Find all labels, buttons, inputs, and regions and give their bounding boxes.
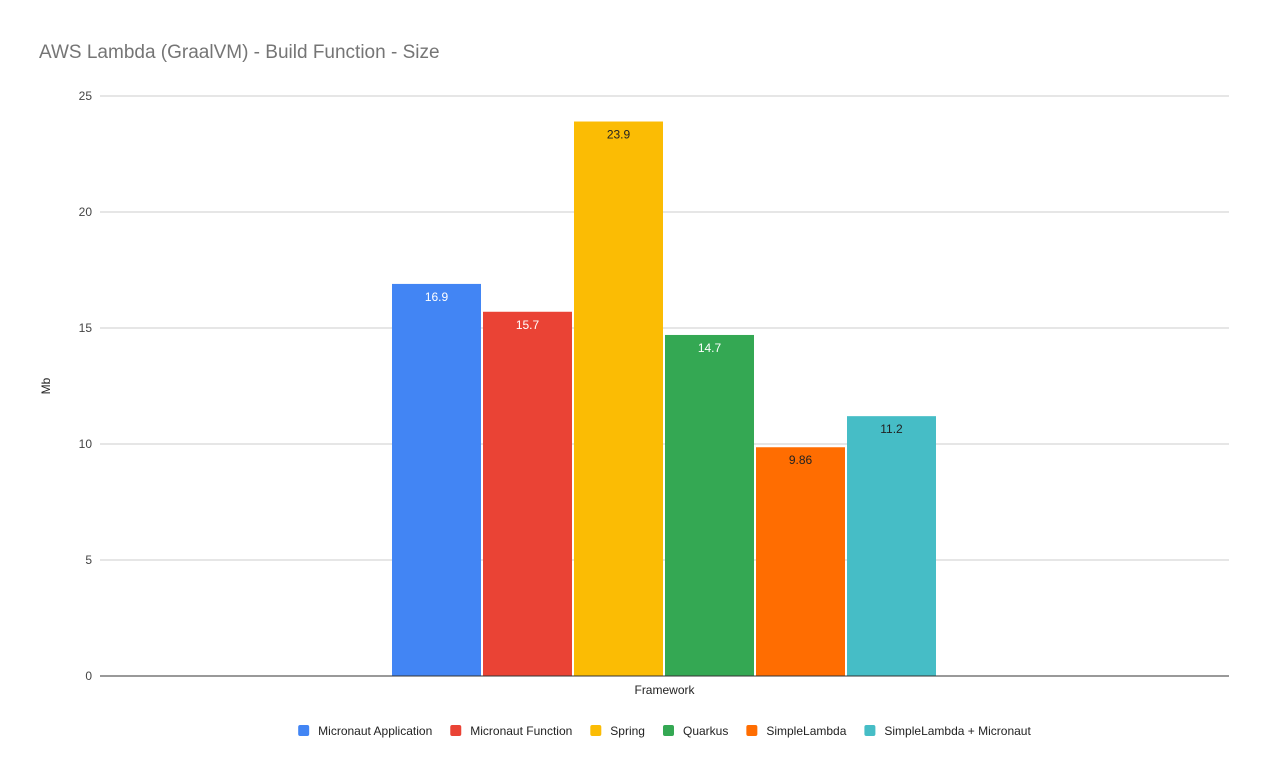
data-label: 9.86	[789, 453, 813, 467]
data-label: 15.7	[516, 318, 540, 332]
bar-simplelambda-micronaut[interactable]	[847, 416, 936, 676]
legend-item[interactable]: Micronaut Function	[450, 724, 572, 738]
data-label: 23.9	[607, 128, 631, 142]
y-tick-label: 10	[79, 437, 93, 451]
legend-label: Micronaut Function	[470, 724, 572, 738]
x-axis-title: Framework	[634, 683, 695, 697]
legend-label: Quarkus	[683, 724, 728, 738]
y-axis-title: Mb	[39, 377, 53, 394]
y-axis-ticks: 0 5 10 15 20 25	[79, 89, 93, 683]
y-tick-label: 0	[85, 669, 92, 683]
bar-quarkus[interactable]	[665, 334, 754, 676]
bar-micronaut-application[interactable]	[392, 283, 481, 676]
legend-item[interactable]: Spring	[590, 724, 645, 738]
y-tick-label: 20	[79, 205, 93, 219]
legend-swatch	[746, 725, 758, 736]
legend-label: Micronaut Application	[318, 724, 432, 738]
data-label: 16.9	[425, 290, 449, 304]
legend-swatch	[298, 725, 310, 736]
bar-spring[interactable]	[574, 121, 663, 676]
grid-lines	[100, 95, 1229, 561]
data-label: 11.2	[880, 422, 903, 436]
legend-label: SimpleLambda + Micronaut	[884, 724, 1031, 738]
bar-micronaut-function[interactable]	[483, 311, 572, 676]
bar-simplelambda[interactable]	[756, 447, 845, 676]
legend-swatch	[662, 725, 674, 736]
legend-label: Spring	[610, 724, 645, 738]
legend-swatch	[450, 725, 462, 736]
y-tick-label: 15	[79, 321, 93, 335]
legend-swatch	[864, 725, 876, 736]
data-label: 14.7	[698, 341, 722, 355]
legend-label: SimpleLambda	[766, 724, 846, 738]
bars	[392, 121, 936, 676]
data-labels: 16.9 15.7 23.9 14.7 9.86 11.2	[425, 128, 903, 468]
legend-item[interactable]: Micronaut Application	[298, 724, 432, 738]
legend-item[interactable]: SimpleLambda + Micronaut	[864, 724, 1031, 738]
y-tick-label: 5	[85, 553, 92, 567]
y-tick-label: 25	[79, 89, 93, 103]
legend-swatch	[590, 725, 602, 736]
legend: Micronaut Application Micronaut Function S…	[298, 724, 1031, 738]
legend-item[interactable]: Quarkus	[662, 724, 728, 738]
legend-item[interactable]: SimpleLambda	[746, 724, 847, 738]
chart-title: AWS Lambda (GraalVM) - Build Function - …	[39, 42, 440, 63]
